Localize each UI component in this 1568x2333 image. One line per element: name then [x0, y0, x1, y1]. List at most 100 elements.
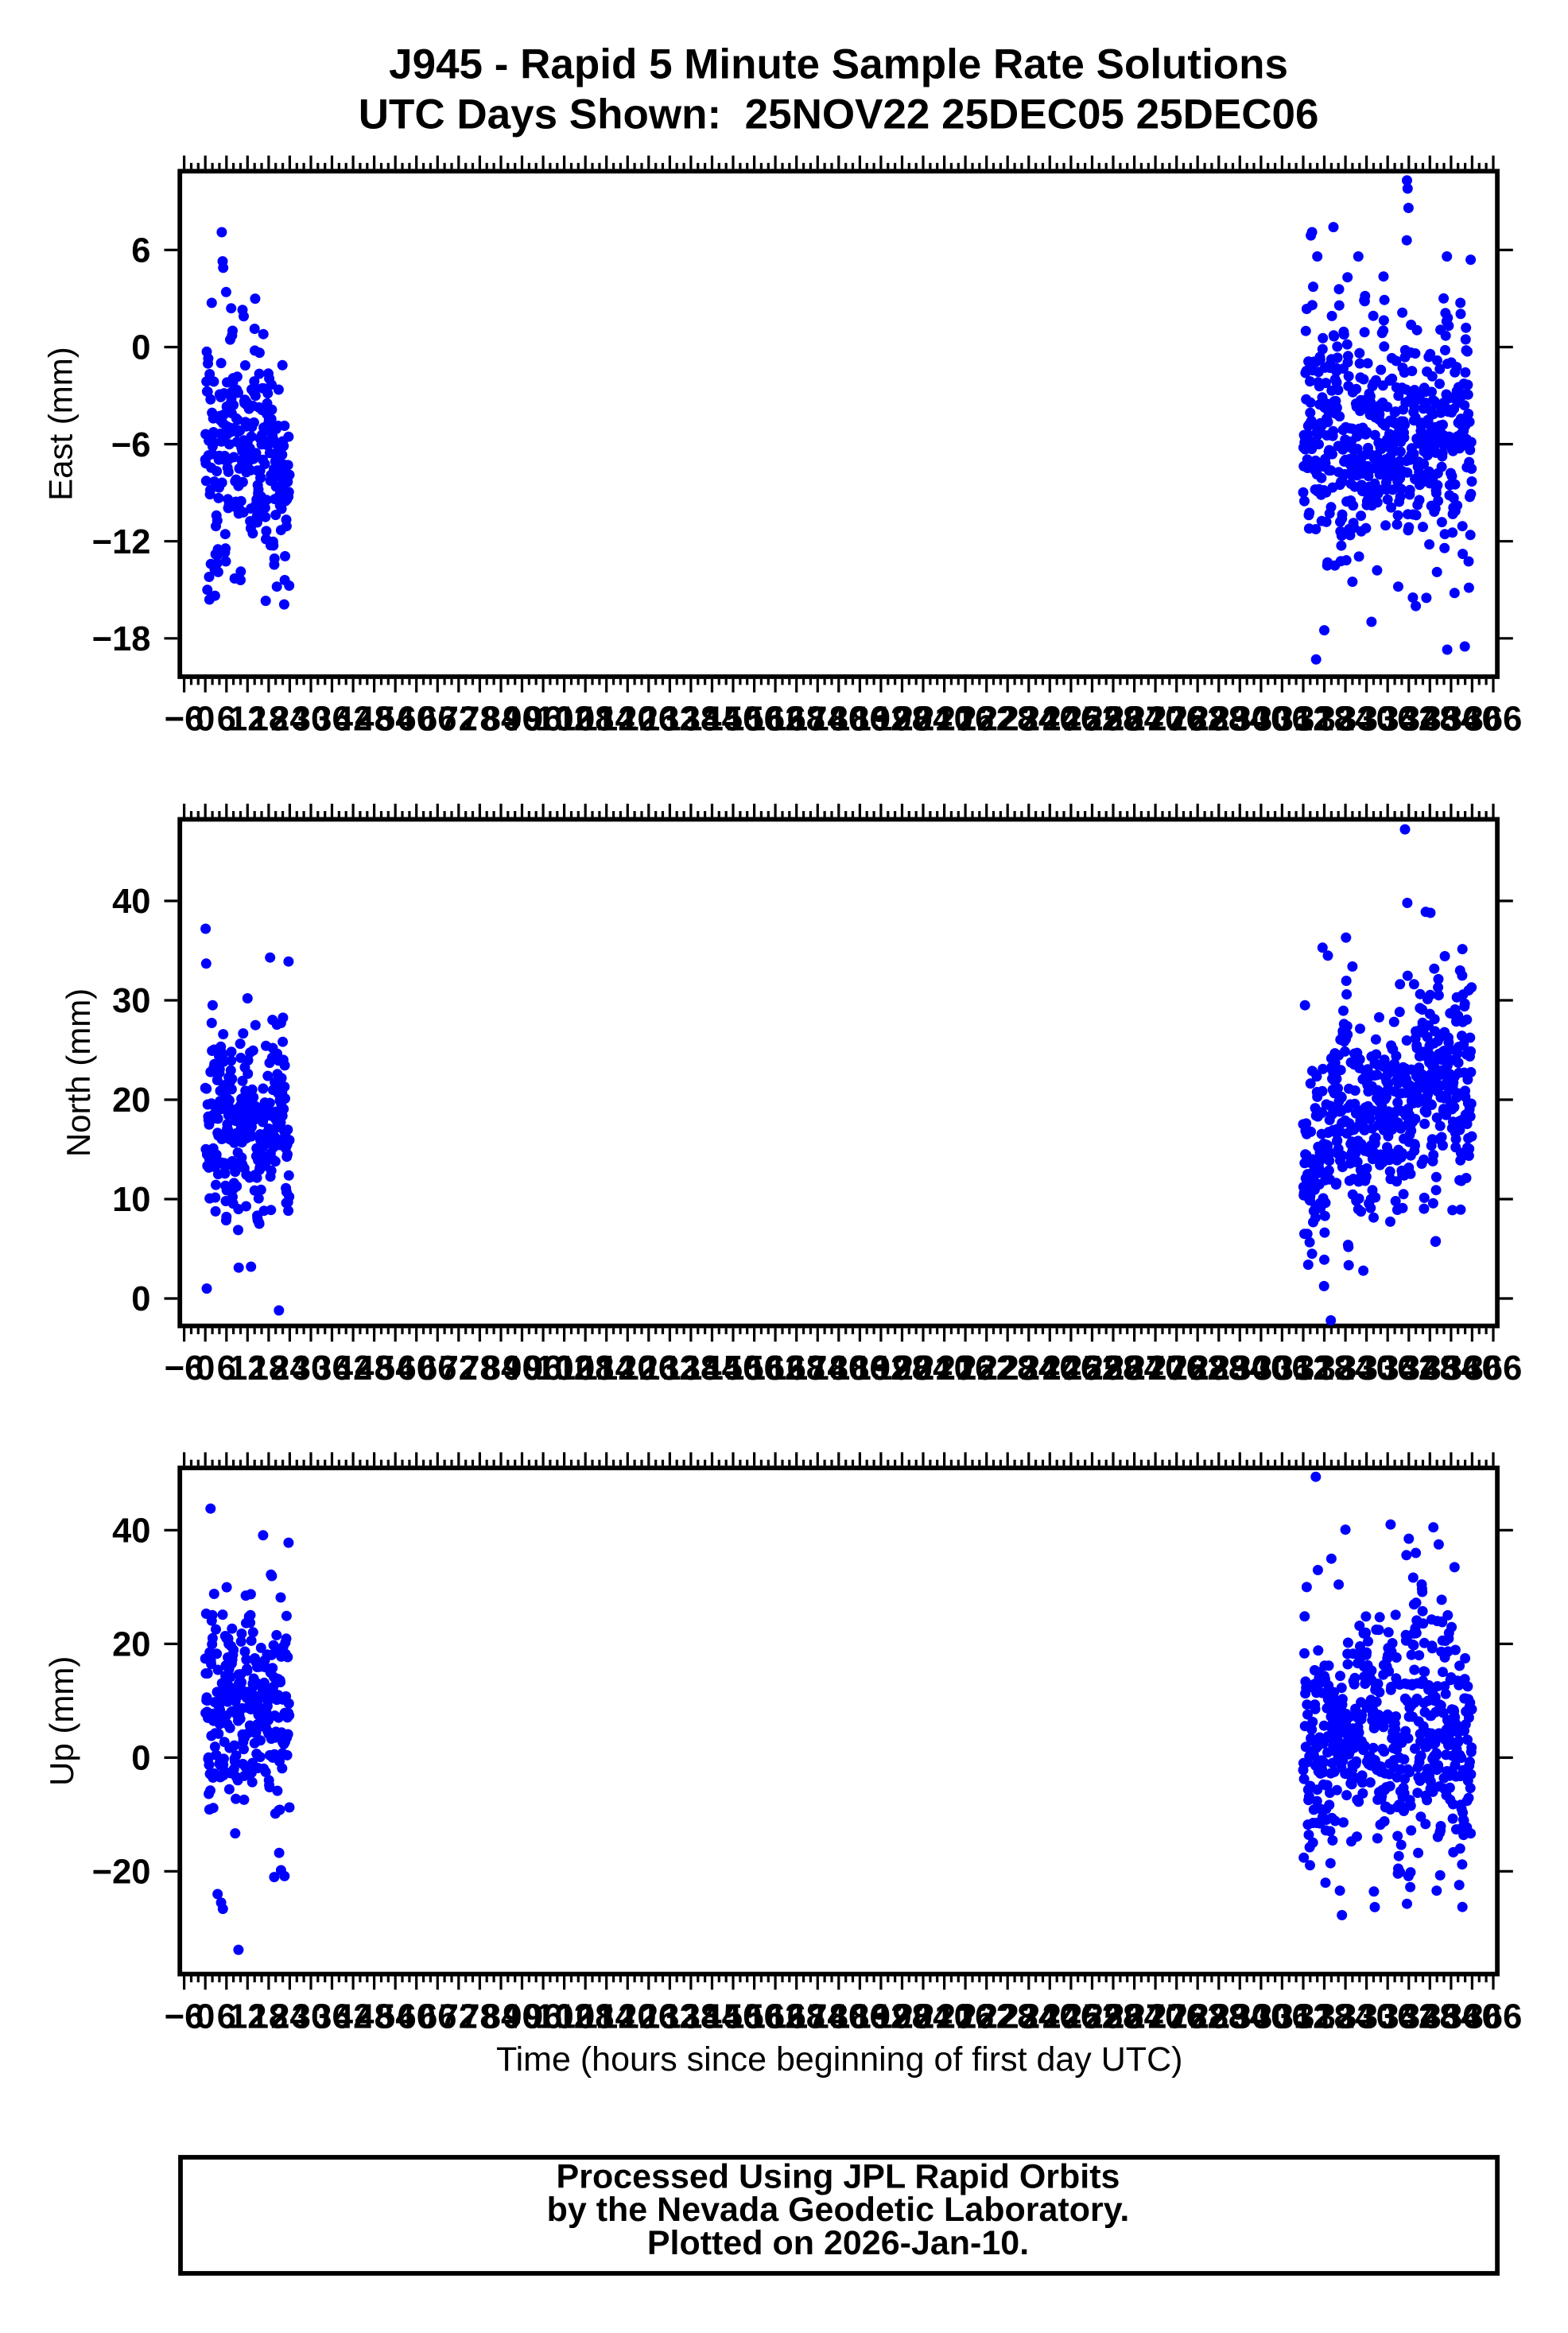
- svg-text:144: 144: [683, 1997, 741, 2036]
- svg-text:354: 354: [1422, 1997, 1481, 2036]
- svg-text:324: 324: [1317, 1349, 1375, 1388]
- svg-text:234: 234: [1000, 1349, 1058, 1388]
- svg-text:204: 204: [895, 1997, 953, 2036]
- svg-text:78: 78: [460, 701, 499, 739]
- svg-text:318: 318: [1295, 1349, 1353, 1388]
- svg-text:0: 0: [196, 1997, 215, 2036]
- svg-text:96: 96: [524, 1349, 562, 1388]
- svg-text:270: 270: [1127, 701, 1185, 739]
- svg-text:252: 252: [1063, 1997, 1121, 2036]
- svg-text:108: 108: [557, 1997, 615, 2036]
- svg-text:42: 42: [334, 1349, 372, 1388]
- svg-text:−6: −6: [165, 1997, 204, 2036]
- svg-text:102: 102: [535, 701, 593, 739]
- svg-text:252: 252: [1063, 701, 1121, 739]
- svg-text:360: 360: [1443, 1349, 1501, 1388]
- svg-text:−20: −20: [92, 1854, 151, 1892]
- svg-text:198: 198: [873, 1349, 931, 1388]
- svg-text:0: 0: [196, 1349, 215, 1388]
- svg-text:12: 12: [228, 701, 266, 739]
- svg-text:240: 240: [1021, 1349, 1079, 1388]
- svg-text:78: 78: [460, 1349, 499, 1388]
- svg-text:258: 258: [1085, 1997, 1143, 2036]
- svg-text:6: 6: [217, 1349, 236, 1388]
- svg-text:20: 20: [112, 1626, 150, 1664]
- svg-text:330: 330: [1337, 1349, 1395, 1388]
- svg-text:306: 306: [1253, 701, 1311, 739]
- svg-text:114: 114: [579, 701, 635, 739]
- svg-text:48: 48: [355, 701, 393, 739]
- svg-text:210: 210: [915, 1997, 973, 2036]
- svg-text:24: 24: [270, 701, 309, 739]
- svg-text:156: 156: [725, 701, 783, 739]
- svg-text:300: 300: [1232, 1349, 1290, 1388]
- svg-text:162: 162: [747, 1997, 805, 2036]
- svg-text:360: 360: [1443, 1997, 1501, 2036]
- svg-text:132: 132: [641, 1349, 699, 1388]
- svg-text:354: 354: [1422, 701, 1481, 739]
- svg-text:−18: −18: [92, 620, 151, 658]
- svg-text:20: 20: [112, 1081, 150, 1120]
- svg-text:0: 0: [131, 329, 150, 367]
- svg-text:Time (hours since beginning of: Time (hours since beginning of first day…: [496, 2040, 1183, 2079]
- svg-text:126: 126: [620, 701, 678, 739]
- svg-text:J945 - Rapid 5 Minute Sample R: J945 - Rapid 5 Minute Sample Rate Soluti…: [389, 41, 1288, 87]
- svg-text:246: 246: [1042, 1349, 1100, 1388]
- svg-text:258: 258: [1085, 701, 1143, 739]
- svg-text:96: 96: [524, 1997, 562, 2036]
- svg-text:−6: −6: [165, 701, 204, 739]
- svg-text:114: 114: [579, 1997, 635, 2036]
- svg-text:270: 270: [1127, 1997, 1185, 2036]
- svg-text:−6: −6: [165, 1349, 204, 1388]
- svg-text:216: 216: [937, 1997, 995, 2036]
- svg-text:54: 54: [376, 1997, 414, 2036]
- svg-text:330: 330: [1337, 1997, 1395, 2036]
- svg-text:288: 288: [1190, 1997, 1248, 2036]
- svg-text:150: 150: [704, 1997, 763, 2036]
- svg-text:66: 66: [418, 701, 456, 739]
- svg-text:102: 102: [535, 1349, 593, 1388]
- svg-text:96: 96: [524, 701, 562, 739]
- svg-text:228: 228: [979, 1997, 1037, 2036]
- svg-text:30: 30: [292, 1997, 330, 2036]
- svg-text:348: 348: [1401, 701, 1459, 739]
- svg-text:138: 138: [662, 701, 720, 739]
- svg-text:0: 0: [196, 701, 215, 739]
- svg-text:108: 108: [557, 1349, 615, 1388]
- svg-text:258: 258: [1085, 1349, 1143, 1388]
- svg-text:Processed Using JPL Rapid Orbi: Processed Using JPL Rapid Orbits: [557, 2158, 1120, 2196]
- svg-text:36: 36: [312, 1349, 351, 1388]
- svg-text:342: 342: [1380, 1997, 1438, 2036]
- svg-text:240: 240: [1021, 701, 1079, 739]
- svg-text:186: 186: [831, 701, 889, 739]
- svg-text:294: 294: [1211, 1349, 1269, 1388]
- svg-text:18: 18: [250, 701, 288, 739]
- svg-text:300: 300: [1232, 1997, 1290, 2036]
- svg-text:36: 36: [312, 701, 351, 739]
- svg-text:40: 40: [112, 1512, 150, 1551]
- svg-text:156: 156: [725, 1997, 783, 2036]
- svg-text:Up (mm): Up (mm): [43, 1656, 80, 1786]
- svg-text:366: 366: [1465, 1997, 1523, 2036]
- svg-text:210: 210: [915, 1349, 973, 1388]
- svg-text:162: 162: [747, 1349, 805, 1388]
- svg-text:210: 210: [915, 701, 973, 739]
- svg-text:192: 192: [852, 1997, 910, 2036]
- svg-text:246: 246: [1042, 1997, 1100, 2036]
- svg-text:24: 24: [270, 1997, 309, 2036]
- svg-text:312: 312: [1275, 1349, 1333, 1388]
- svg-text:East (mm): East (mm): [41, 347, 79, 501]
- svg-text:336: 336: [1359, 1349, 1417, 1388]
- svg-text:North (mm): North (mm): [60, 988, 97, 1157]
- svg-text:102: 102: [535, 1997, 593, 2036]
- svg-text:174: 174: [789, 701, 847, 739]
- svg-text:90: 90: [503, 701, 541, 739]
- svg-text:Plotted on 2026-Jan-10.: Plotted on 2026-Jan-10.: [647, 2224, 1029, 2262]
- svg-text:18: 18: [250, 1349, 288, 1388]
- svg-text:168: 168: [767, 1997, 825, 2036]
- svg-text:342: 342: [1380, 1349, 1438, 1388]
- svg-text:246: 246: [1042, 701, 1100, 739]
- svg-text:30: 30: [112, 982, 150, 1020]
- svg-text:276: 276: [1147, 1349, 1205, 1388]
- svg-text:270: 270: [1127, 1349, 1185, 1388]
